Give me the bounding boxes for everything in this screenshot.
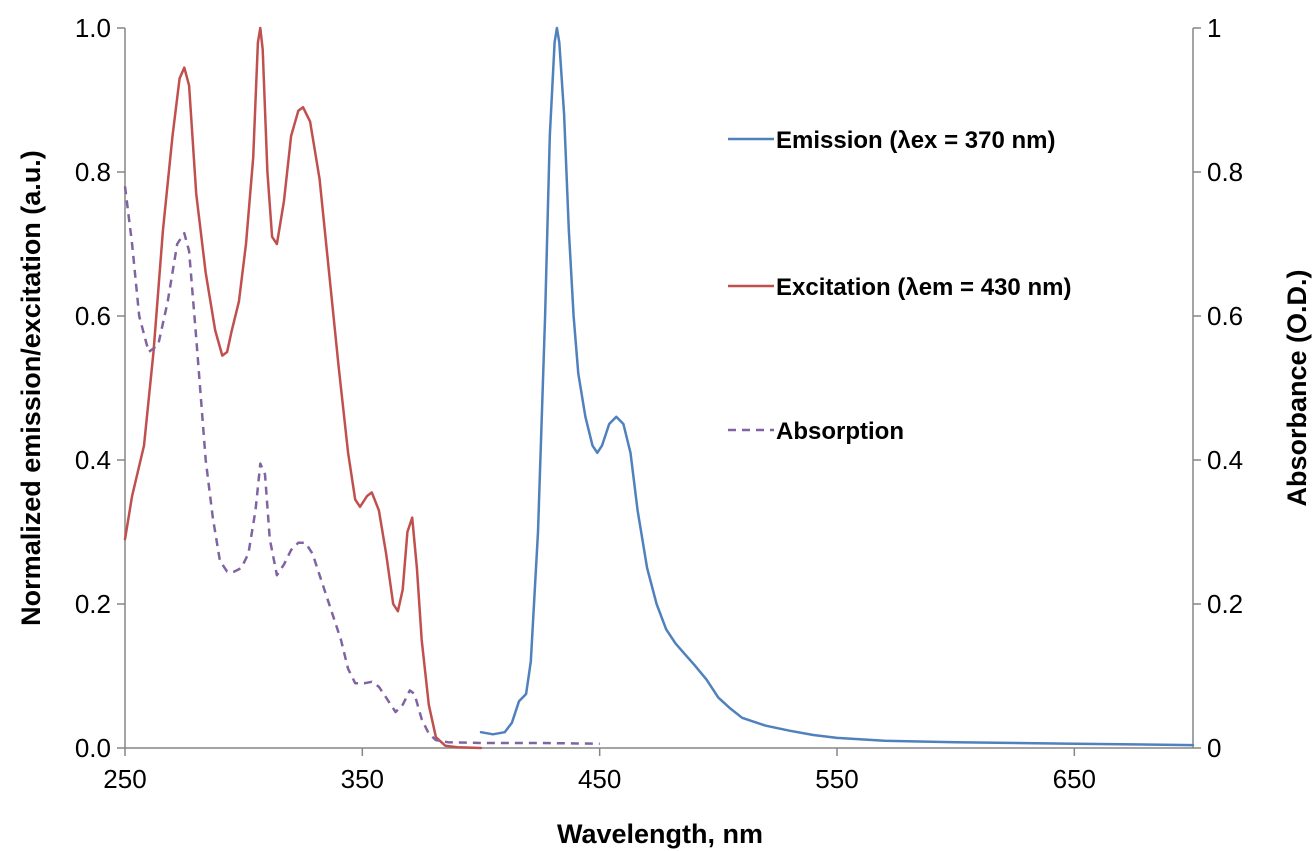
- series-line-2: [123, 26, 483, 750]
- y2-tick-label: 1: [1207, 13, 1221, 43]
- y-tick-label: 0.0: [75, 733, 111, 763]
- y2-tick-label: 0: [1207, 733, 1221, 763]
- x-tick-label: 550: [815, 764, 858, 794]
- y2-tick-label: 0.8: [1207, 157, 1243, 187]
- x-tick-label: 250: [103, 764, 146, 794]
- x-tick-label: 650: [1053, 764, 1096, 794]
- series-line-3: [123, 186, 600, 745]
- y2-tick-label: 0.6: [1207, 301, 1243, 331]
- y-tick-label: 0.8: [75, 157, 111, 187]
- y2-axis-title: Absorbance (O.D.): [1282, 269, 1312, 506]
- y-tick-label: 0.6: [75, 301, 111, 331]
- y-tick-label: 1.0: [75, 13, 111, 43]
- legend-label-3: Absorption: [776, 418, 904, 445]
- legend-label-2: Excitation (λem = 430 nm): [776, 274, 1071, 301]
- y2-tick-label: 0.4: [1207, 445, 1243, 475]
- x-tick-label: 350: [341, 764, 384, 794]
- series-line-1: [479, 26, 1195, 747]
- legend-label-1: Emission (λex = 370 nm): [776, 127, 1055, 154]
- y-axis-title: Normalized emission/excitation (a.u.): [16, 150, 46, 626]
- y-tick-label: 0.2: [75, 589, 111, 619]
- y-tick-label: 0.4: [75, 445, 111, 475]
- x-axis-title: Wavelength, nm: [557, 819, 763, 849]
- y2-tick-label: 0.2: [1207, 589, 1243, 619]
- x-tick-label: 450: [578, 764, 621, 794]
